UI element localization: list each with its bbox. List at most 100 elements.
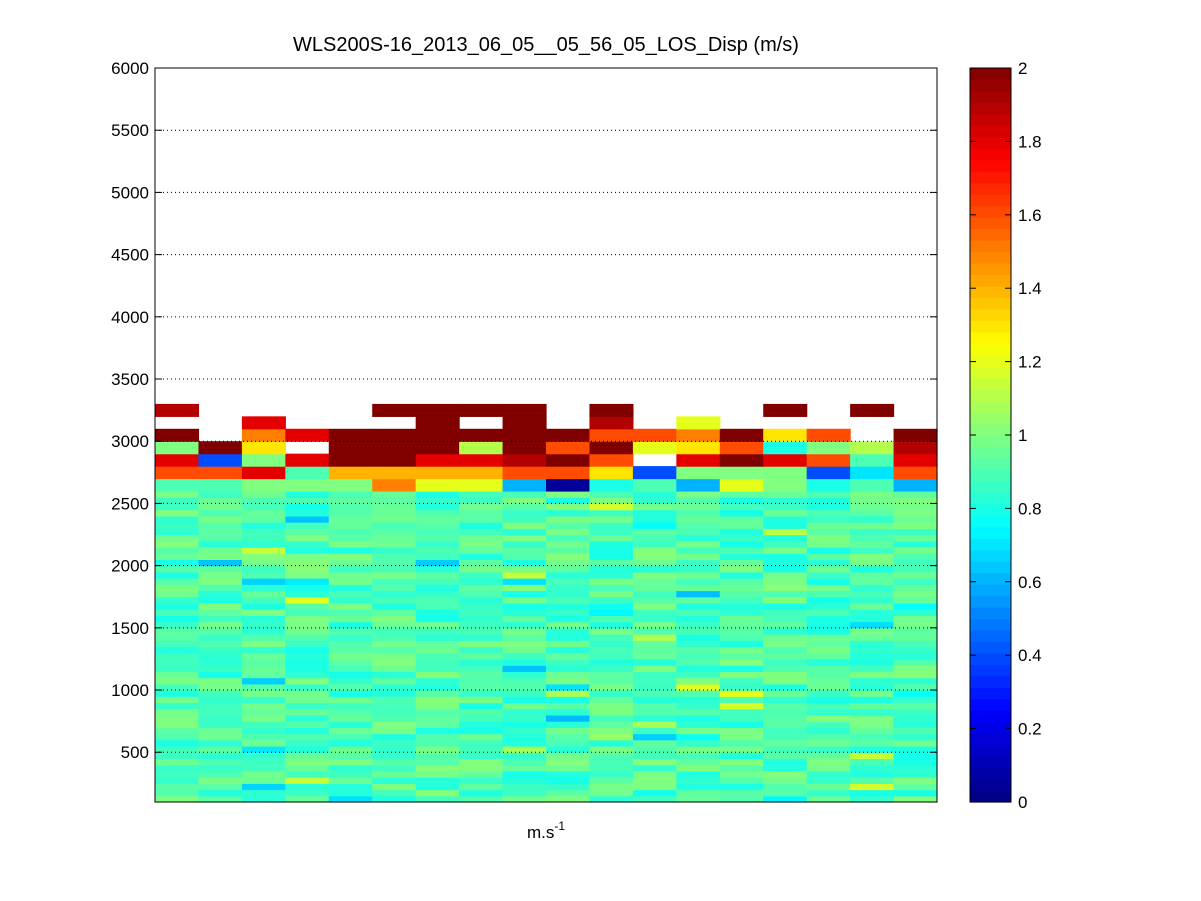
heatmap-cell: [893, 770, 938, 778]
heatmap-cell: [589, 609, 634, 616]
heatmap-cell: [632, 490, 677, 498]
colorbar-segment: [970, 549, 1011, 562]
heatmap-cell: [502, 739, 547, 747]
heatmap-cell: [198, 522, 243, 529]
heatmap-cell: [632, 553, 677, 561]
heatmap-cell: [806, 553, 851, 561]
heatmap-cell: [241, 596, 286, 604]
heatmap-cell: [372, 509, 417, 517]
heatmap-cell: [546, 727, 591, 735]
heatmap-cell: [328, 658, 373, 666]
heatmap-cell: [155, 534, 200, 542]
heatmap-cell: [763, 602, 808, 610]
heatmap-cell: [459, 596, 504, 604]
heatmap-cell: [676, 752, 721, 760]
heatmap-cell: [372, 752, 417, 760]
heatmap-cell: [372, 758, 417, 766]
heatmap-cell: [719, 752, 764, 760]
heatmap-cell: [719, 789, 764, 797]
heatmap-cell: [589, 646, 634, 654]
heatmap-cell: [850, 559, 895, 567]
heatmap-cell: [459, 683, 504, 691]
heatmap-cell: [415, 696, 460, 704]
heatmap-cell: [328, 795, 373, 803]
heatmap-cell: [763, 764, 808, 772]
colorbar-segment: [970, 779, 1011, 792]
heatmap-cell: [632, 795, 677, 803]
heatmap-cell: [198, 634, 243, 641]
heatmap-cell: [285, 571, 330, 579]
heatmap-cell: [850, 777, 895, 784]
heatmap-cell: [459, 770, 504, 778]
heatmap-cell: [806, 466, 851, 480]
colorbar-segment: [970, 102, 1011, 115]
heatmap-cell: [372, 466, 417, 480]
heatmap-cell: [632, 646, 677, 654]
heatmap-cell: [502, 708, 547, 716]
heatmap-cell: [719, 671, 764, 679]
colorbar-segment: [970, 412, 1011, 425]
heatmap-cell: [806, 509, 851, 517]
heatmap-cell: [546, 758, 591, 766]
heatmap-cell: [372, 497, 417, 505]
heatmap-cell: [328, 714, 373, 722]
colorbar-segment: [970, 240, 1011, 253]
heatmap-cell: [155, 515, 200, 523]
heatmap-cell: [806, 590, 851, 598]
heatmap-cell: [155, 746, 200, 753]
heatmap-cell: [502, 490, 547, 498]
heatmap-cell: [285, 758, 330, 766]
heatmap-cell: [459, 571, 504, 579]
heatmap-cell: [241, 789, 286, 797]
heatmap-cell: [632, 708, 677, 716]
heatmap-cell: [155, 627, 200, 635]
heatmap-cell: [806, 739, 851, 747]
heatmap-cell: [285, 727, 330, 735]
heatmap-cell: [763, 646, 808, 654]
heatmap-cell: [893, 696, 938, 704]
heatmap-cell: [719, 690, 764, 697]
heatmap-cell: [632, 640, 677, 648]
heatmap-cell: [198, 546, 243, 554]
heatmap-cell: [806, 677, 851, 685]
heatmap-cell: [850, 658, 895, 666]
heatmap-cell: [719, 571, 764, 579]
heatmap-cell: [546, 515, 591, 523]
heatmap-cell: [806, 497, 851, 505]
heatmap-cell: [198, 528, 243, 536]
heatmap-cell: [415, 590, 460, 598]
heatmap-cell: [415, 416, 460, 430]
heatmap-cell: [546, 509, 591, 517]
colorbar-tick-label: 0: [1018, 793, 1027, 812]
heatmap-cell: [850, 690, 895, 697]
colorbar-segment: [970, 228, 1011, 241]
heatmap-cell: [763, 540, 808, 548]
heatmap-cell: [502, 714, 547, 722]
heatmap-cell: [763, 578, 808, 585]
heatmap-cell: [502, 658, 547, 666]
heatmap-cell: [372, 571, 417, 579]
heatmap-cell: [589, 615, 634, 623]
heatmap-cell: [632, 534, 677, 542]
heatmap-cell: [546, 596, 591, 604]
heatmap-cell: [328, 515, 373, 523]
heatmap-cell: [459, 559, 504, 567]
heatmap-cell: [155, 596, 200, 604]
heatmap-cell: [155, 683, 200, 691]
heatmap-cell: [676, 714, 721, 722]
heatmap-cell: [719, 615, 764, 623]
heatmap-cell: [806, 777, 851, 784]
heatmap-cell: [459, 702, 504, 710]
heatmap-cell: [763, 752, 808, 760]
heatmap-cell: [459, 534, 504, 542]
heatmap-cell: [806, 571, 851, 579]
heatmap-cell: [546, 783, 591, 791]
heatmap-cell: [676, 727, 721, 735]
heatmap-cell: [155, 714, 200, 722]
heatmap-cell: [502, 646, 547, 654]
heatmap-cell: [328, 571, 373, 579]
heatmap-cell: [155, 478, 200, 492]
heatmap-cell: [676, 758, 721, 766]
heatmap-cell: [415, 758, 460, 766]
heatmap-cell: [893, 683, 938, 691]
